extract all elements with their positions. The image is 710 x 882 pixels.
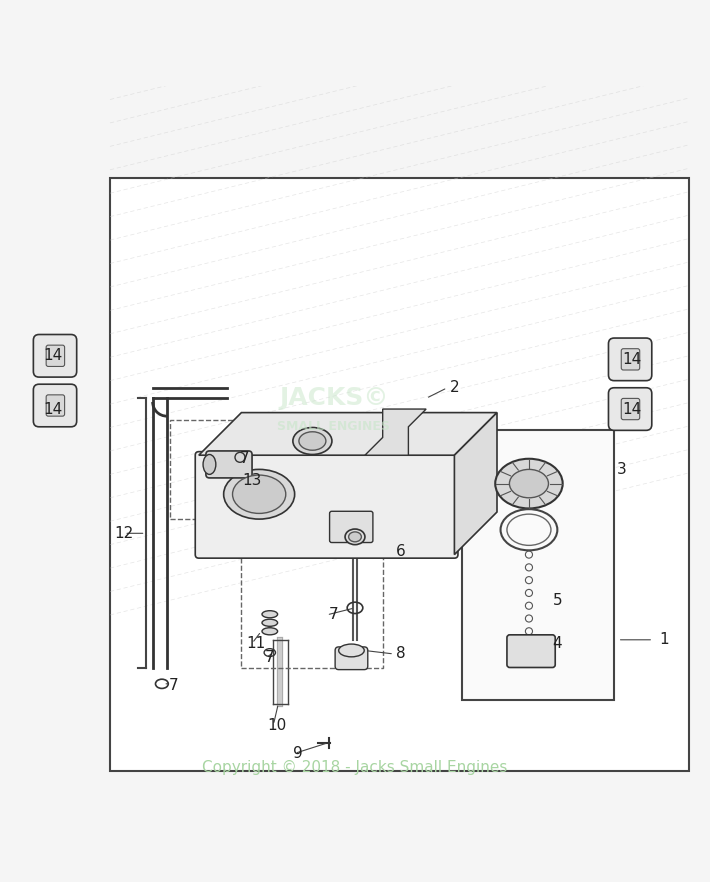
Ellipse shape <box>203 454 216 475</box>
Bar <box>241 512 383 669</box>
FancyBboxPatch shape <box>608 388 652 430</box>
Text: 3: 3 <box>616 462 626 477</box>
Text: 12: 12 <box>114 526 134 541</box>
Text: 11: 11 <box>246 636 266 651</box>
Text: 7: 7 <box>265 650 275 665</box>
Ellipse shape <box>299 432 326 450</box>
FancyBboxPatch shape <box>507 635 555 668</box>
Text: SMALL ENGINES: SMALL ENGINES <box>278 421 390 433</box>
FancyBboxPatch shape <box>335 647 368 669</box>
Text: 2: 2 <box>449 380 459 395</box>
Ellipse shape <box>496 459 563 508</box>
Ellipse shape <box>233 475 286 513</box>
Text: 10: 10 <box>267 717 287 732</box>
Bar <box>462 430 614 700</box>
Ellipse shape <box>262 628 278 635</box>
Text: 14: 14 <box>43 401 63 416</box>
Text: 14: 14 <box>622 352 642 367</box>
Text: 14: 14 <box>43 348 63 363</box>
FancyBboxPatch shape <box>206 451 252 478</box>
Ellipse shape <box>293 428 332 454</box>
FancyBboxPatch shape <box>621 348 640 370</box>
FancyBboxPatch shape <box>621 399 640 420</box>
FancyBboxPatch shape <box>608 338 652 381</box>
FancyBboxPatch shape <box>46 345 65 366</box>
Ellipse shape <box>510 469 549 497</box>
Text: 13: 13 <box>242 473 262 488</box>
FancyBboxPatch shape <box>195 452 458 558</box>
Text: 9: 9 <box>293 746 303 761</box>
Text: 8: 8 <box>396 647 406 662</box>
Text: 7: 7 <box>329 608 339 623</box>
Polygon shape <box>454 413 497 555</box>
Polygon shape <box>365 409 426 455</box>
Ellipse shape <box>345 529 365 545</box>
Ellipse shape <box>262 610 278 617</box>
FancyBboxPatch shape <box>33 385 77 427</box>
Ellipse shape <box>339 644 364 657</box>
FancyBboxPatch shape <box>33 334 77 377</box>
Text: 6: 6 <box>396 543 406 558</box>
Bar <box>170 420 369 519</box>
Text: 4: 4 <box>552 636 562 651</box>
Ellipse shape <box>349 532 361 542</box>
Ellipse shape <box>224 469 295 519</box>
Polygon shape <box>199 413 497 455</box>
Ellipse shape <box>262 619 278 626</box>
Text: 5: 5 <box>552 594 562 609</box>
Text: Copyright © 2018 - Jacks Small Engines: Copyright © 2018 - Jacks Small Engines <box>202 760 508 775</box>
FancyBboxPatch shape <box>46 395 65 416</box>
Text: 14: 14 <box>622 401 642 416</box>
Text: JACKS©: JACKS© <box>279 386 388 410</box>
Text: 7: 7 <box>240 452 250 467</box>
FancyBboxPatch shape <box>329 512 373 542</box>
Bar <box>110 178 689 771</box>
Text: 1: 1 <box>659 632 669 647</box>
Text: 7: 7 <box>169 678 179 693</box>
